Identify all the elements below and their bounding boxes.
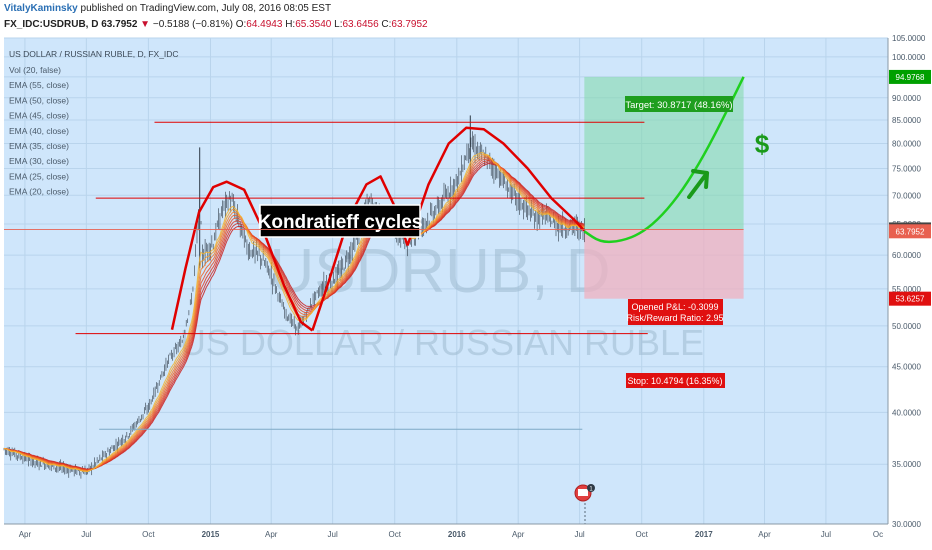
- ohlc-high-label: H:: [285, 19, 296, 30]
- time-tick-label: Oct: [388, 530, 401, 539]
- price-tick-label: 75.0000: [892, 165, 921, 174]
- time-tick-label: 2015: [202, 530, 220, 539]
- watermark-name: US DOLLAR / RUSSIAN RUBLE: [180, 322, 704, 363]
- time-tick-label: Apr: [758, 530, 771, 539]
- author-link[interactable]: VitalyKaminsky: [4, 3, 78, 14]
- price-tick-label: 90.0000: [892, 94, 921, 103]
- time-tick-label: Jul: [821, 530, 831, 539]
- price-tick-label: 70.0000: [892, 191, 921, 200]
- indicator-legend: US DOLLAR / RUSSIAN RUBLE, D, FX_IDC Vol …: [9, 49, 179, 197]
- risk-reward-text: Risk/Reward Ratio: 2.95: [626, 313, 723, 323]
- time-tick-label: Jul: [81, 530, 91, 539]
- price-tick-label: 40.0000: [892, 408, 921, 417]
- time-tick-label: Apr: [265, 530, 278, 539]
- legend-item: EMA (30, close): [9, 156, 69, 166]
- price-tick-label: 35.0000: [892, 460, 921, 469]
- price-marker-label: 94.9768: [896, 73, 925, 82]
- down-arrow-icon: ▼: [140, 19, 151, 30]
- time-tick-label: Jul: [574, 530, 584, 539]
- price-marker-box: [889, 291, 931, 306]
- publish-text: published on TradingView.com, July 08, 2…: [77, 3, 332, 14]
- opened-pl-text: Opened P&L: -0.3099: [631, 302, 718, 312]
- price-tick-label: 100.0000: [892, 53, 926, 62]
- event-badge-count: 1: [589, 487, 593, 493]
- price-tick-label: 45.0000: [892, 363, 921, 372]
- price-axis[interactable]: 105.0000100.000095.000090.000085.000080.…: [892, 34, 926, 529]
- symbol-name[interactable]: FX_IDC:USDRUB, D: [4, 19, 99, 30]
- target-text: Target: 30.8717 (48.16%): [625, 100, 732, 111]
- time-tick-label: Oc: [873, 530, 883, 539]
- watermark-symbol: USDRUB, D: [269, 237, 610, 306]
- price-marker-label: 53.6257: [896, 295, 925, 304]
- pl-label: Opened P&L: -0.3099 Risk/Reward Ratio: 2…: [626, 299, 724, 325]
- price-tick-label: 60.0000: [892, 251, 921, 260]
- legend-item: EMA (50, close): [9, 95, 69, 105]
- ema-line: [3, 152, 585, 473]
- price-marker-box: [889, 224, 931, 239]
- time-tick-label: Oct: [635, 530, 648, 539]
- cycle-arc: [406, 126, 586, 246]
- legend-item: EMA (35, close): [9, 141, 69, 151]
- ohlc-close-label: C:: [381, 19, 392, 30]
- price-tick-label: 50.0000: [892, 322, 921, 331]
- stop-text: Stop: 10.4794 (16.35%): [627, 376, 722, 386]
- stop-label: Stop: 10.4794 (16.35%): [626, 373, 725, 388]
- price-tick-label: 30.0000: [892, 520, 921, 529]
- price-tick-label: 105.0000: [892, 34, 926, 43]
- price-marker-label: 63.7952: [896, 227, 925, 236]
- ohlc-open-label: O:: [235, 19, 247, 30]
- up-arrow-icon: [687, 169, 710, 200]
- kondratieff-label: Kondratieff cycles: [258, 204, 423, 238]
- event-marker[interactable]: 1: [574, 484, 595, 524]
- symbol-info-line: FX_IDC:USDRUB, D 63.7952 ▼ −0.5188 (−0.8…: [4, 19, 428, 30]
- time-tick-label: 2017: [695, 530, 713, 539]
- dollar-icon: $: [755, 129, 770, 159]
- time-tick-label: Apr: [19, 530, 32, 539]
- legend-item: EMA (40, close): [9, 126, 69, 136]
- legend-title: US DOLLAR / RUSSIAN RUBLE, D, FX_IDC: [9, 49, 179, 59]
- price-change: −0.5188 (−0.81%): [152, 19, 233, 30]
- price-tick-label: 85.0000: [892, 116, 921, 125]
- legend-item: EMA (20, close): [9, 187, 69, 197]
- legend-item: EMA (55, close): [9, 80, 69, 90]
- kondratieff-text: Kondratieff cycles: [258, 212, 423, 233]
- price-tick-label: 55.0000: [892, 285, 921, 294]
- price-tick-label: 80.0000: [892, 139, 921, 148]
- last-price: 63.7952: [101, 19, 138, 30]
- ohlc-close: 63.7952: [391, 19, 428, 30]
- time-tick-label: 2016: [448, 530, 466, 539]
- ohlc-low: 63.6456: [342, 19, 379, 30]
- publish-info: VitalyKaminsky published on TradingView.…: [4, 3, 331, 14]
- time-tick-label: Jul: [328, 530, 338, 539]
- legend-item: Vol (20, false): [9, 65, 61, 75]
- ohlc-high: 65.3540: [295, 19, 332, 30]
- legend-item: EMA (45, close): [9, 111, 69, 121]
- stop-zone[interactable]: [584, 229, 744, 299]
- target-label: Target: 30.8717 (48.16%): [625, 96, 733, 112]
- time-axis[interactable]: Apr Jul Oct 2015 Apr Jul Oct 2016 Apr Jul Oct 2017 A…: [19, 530, 883, 539]
- projection-curve[interactable]: [583, 76, 745, 244]
- time-tick-label: Oct: [142, 530, 155, 539]
- time-tick-label: Apr: [512, 530, 525, 539]
- price-marker-box: [889, 69, 931, 84]
- ema-layer: [3, 152, 585, 473]
- ohlc-open: 64.4943: [246, 19, 283, 30]
- cycle-arc: [170, 180, 314, 332]
- legend-item: EMA (25, close): [9, 171, 69, 181]
- ohlc-low-label: L:: [334, 19, 343, 30]
